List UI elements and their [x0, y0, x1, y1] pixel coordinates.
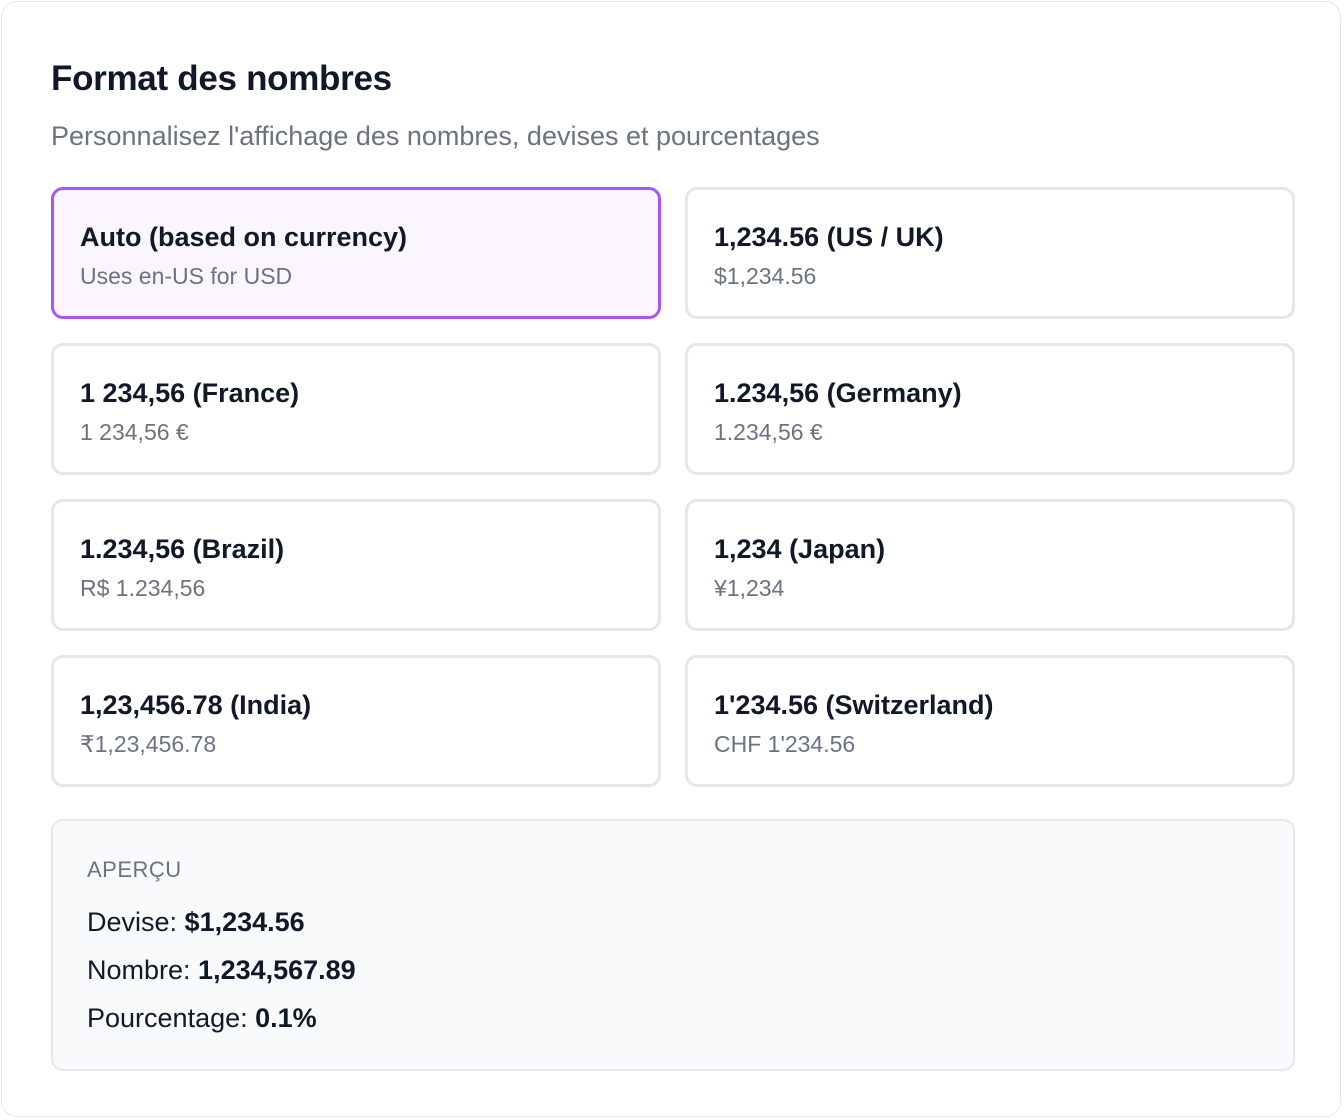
- format-options-grid: Auto (based on currency) Uses en-US for …: [51, 187, 1295, 787]
- option-label: Auto (based on currency): [80, 222, 408, 252]
- format-option-germany[interactable]: 1.234,56 (Germany) 1.234,56 €: [685, 343, 1295, 475]
- option-example: ¥1,234: [714, 575, 785, 601]
- option-example: 1 234,56 €: [80, 419, 189, 445]
- preview-number-value: 1,234,567.89: [198, 955, 356, 985]
- option-example: CHF 1'234.56: [714, 731, 856, 757]
- option-label: 1.234,56 (Germany): [714, 378, 962, 408]
- option-example: R$ 1.234,56: [80, 575, 206, 601]
- preview-currency-label: Devise:: [87, 907, 178, 937]
- option-label: 1.234,56 (Brazil): [80, 534, 285, 564]
- preview-number-label: Nombre:: [87, 955, 191, 985]
- preview-currency: Devise: $1,234.56: [87, 905, 305, 939]
- preview-heading: APERÇU: [87, 857, 182, 882]
- option-example: 1.234,56 €: [714, 419, 823, 445]
- option-example: $1,234.56: [714, 263, 817, 289]
- option-label: 1,234 (Japan): [714, 534, 886, 564]
- format-option-india[interactable]: 1,23,456.78 (India) ₹1,23,456.78: [51, 655, 661, 787]
- format-option-brazil[interactable]: 1.234,56 (Brazil) R$ 1.234,56: [51, 499, 661, 631]
- option-example: Uses en-US for USD: [80, 263, 293, 289]
- format-option-auto[interactable]: Auto (based on currency) Uses en-US for …: [51, 187, 661, 319]
- option-example: ₹1,23,456.78: [80, 731, 217, 757]
- format-option-japan[interactable]: 1,234 (Japan) ¥1,234: [685, 499, 1295, 631]
- preview-currency-value: $1,234.56: [184, 907, 305, 937]
- preview-number: Nombre: 1,234,567.89: [87, 953, 356, 987]
- format-option-us-uk[interactable]: 1,234.56 (US / UK) $1,234.56: [685, 187, 1295, 319]
- option-label: 1,234.56 (US / UK): [714, 222, 944, 252]
- preview-box: APERÇU Devise: $1,234.56 Nombre: 1,234,5…: [51, 819, 1295, 1071]
- preview-percent-value: 0.1%: [255, 1003, 317, 1033]
- page-subtitle: Personnalisez l'affichage des nombres, d…: [51, 121, 820, 151]
- format-option-switzerland[interactable]: 1'234.56 (Switzerland) CHF 1'234.56: [685, 655, 1295, 787]
- preview-percent-label: Pourcentage:: [87, 1003, 248, 1033]
- option-label: 1 234,56 (France): [80, 378, 300, 408]
- format-option-france[interactable]: 1 234,56 (France) 1 234,56 €: [51, 343, 661, 475]
- preview-percent: Pourcentage: 0.1%: [87, 1001, 317, 1035]
- option-label: 1,23,456.78 (India): [80, 690, 312, 720]
- option-label: 1'234.56 (Switzerland): [714, 690, 994, 720]
- page-title: Format des nombres: [51, 59, 392, 98]
